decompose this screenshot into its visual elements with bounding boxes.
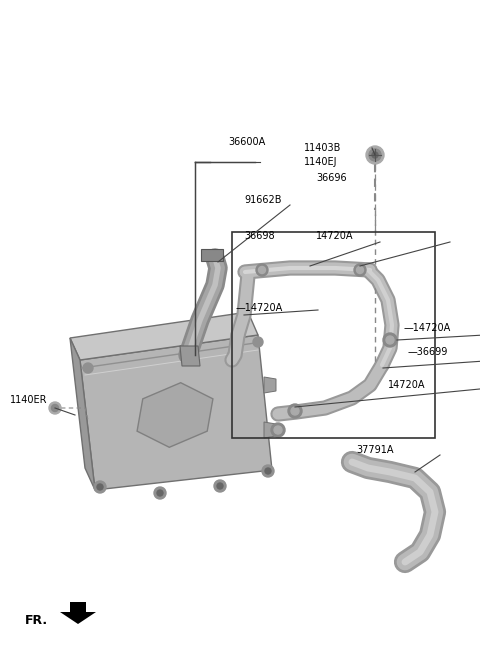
Circle shape xyxy=(259,266,265,274)
Circle shape xyxy=(274,426,282,434)
Text: 36600A: 36600A xyxy=(228,137,265,147)
Circle shape xyxy=(256,264,268,276)
Text: —36699: —36699 xyxy=(408,347,448,357)
Circle shape xyxy=(271,423,285,437)
Text: 91662B: 91662B xyxy=(244,195,281,205)
Text: —14720A: —14720A xyxy=(236,303,283,313)
Text: 1140EJ: 1140EJ xyxy=(304,157,337,167)
Circle shape xyxy=(291,407,299,415)
Circle shape xyxy=(383,333,397,347)
Text: 14720A: 14720A xyxy=(316,231,353,241)
Polygon shape xyxy=(137,382,213,447)
Circle shape xyxy=(265,468,271,474)
Circle shape xyxy=(49,402,61,414)
Circle shape xyxy=(262,465,274,477)
Circle shape xyxy=(94,481,106,493)
Text: 1140ER: 1140ER xyxy=(10,395,48,405)
Text: 37791A: 37791A xyxy=(356,445,394,455)
Polygon shape xyxy=(264,377,276,393)
Circle shape xyxy=(386,336,394,344)
Circle shape xyxy=(97,484,103,490)
Polygon shape xyxy=(80,335,272,490)
Circle shape xyxy=(357,266,363,274)
Polygon shape xyxy=(70,312,258,360)
Circle shape xyxy=(369,149,381,161)
Text: 36696: 36696 xyxy=(316,173,347,183)
Circle shape xyxy=(217,483,223,489)
Text: 14720A: 14720A xyxy=(388,380,425,390)
Circle shape xyxy=(154,487,166,499)
Polygon shape xyxy=(60,602,96,624)
Circle shape xyxy=(288,404,302,418)
Polygon shape xyxy=(180,346,200,366)
Circle shape xyxy=(366,146,384,164)
Circle shape xyxy=(214,480,226,492)
Circle shape xyxy=(157,490,163,496)
Text: FR.: FR. xyxy=(25,613,48,626)
Circle shape xyxy=(83,363,93,373)
Circle shape xyxy=(354,264,366,276)
Polygon shape xyxy=(70,338,95,490)
Text: 11403B: 11403B xyxy=(304,143,341,153)
Text: 36698: 36698 xyxy=(244,231,275,241)
Circle shape xyxy=(372,152,378,158)
Text: —14720A: —14720A xyxy=(404,323,451,333)
Circle shape xyxy=(253,337,263,347)
Circle shape xyxy=(51,405,59,411)
Polygon shape xyxy=(201,249,223,261)
Polygon shape xyxy=(264,422,276,438)
